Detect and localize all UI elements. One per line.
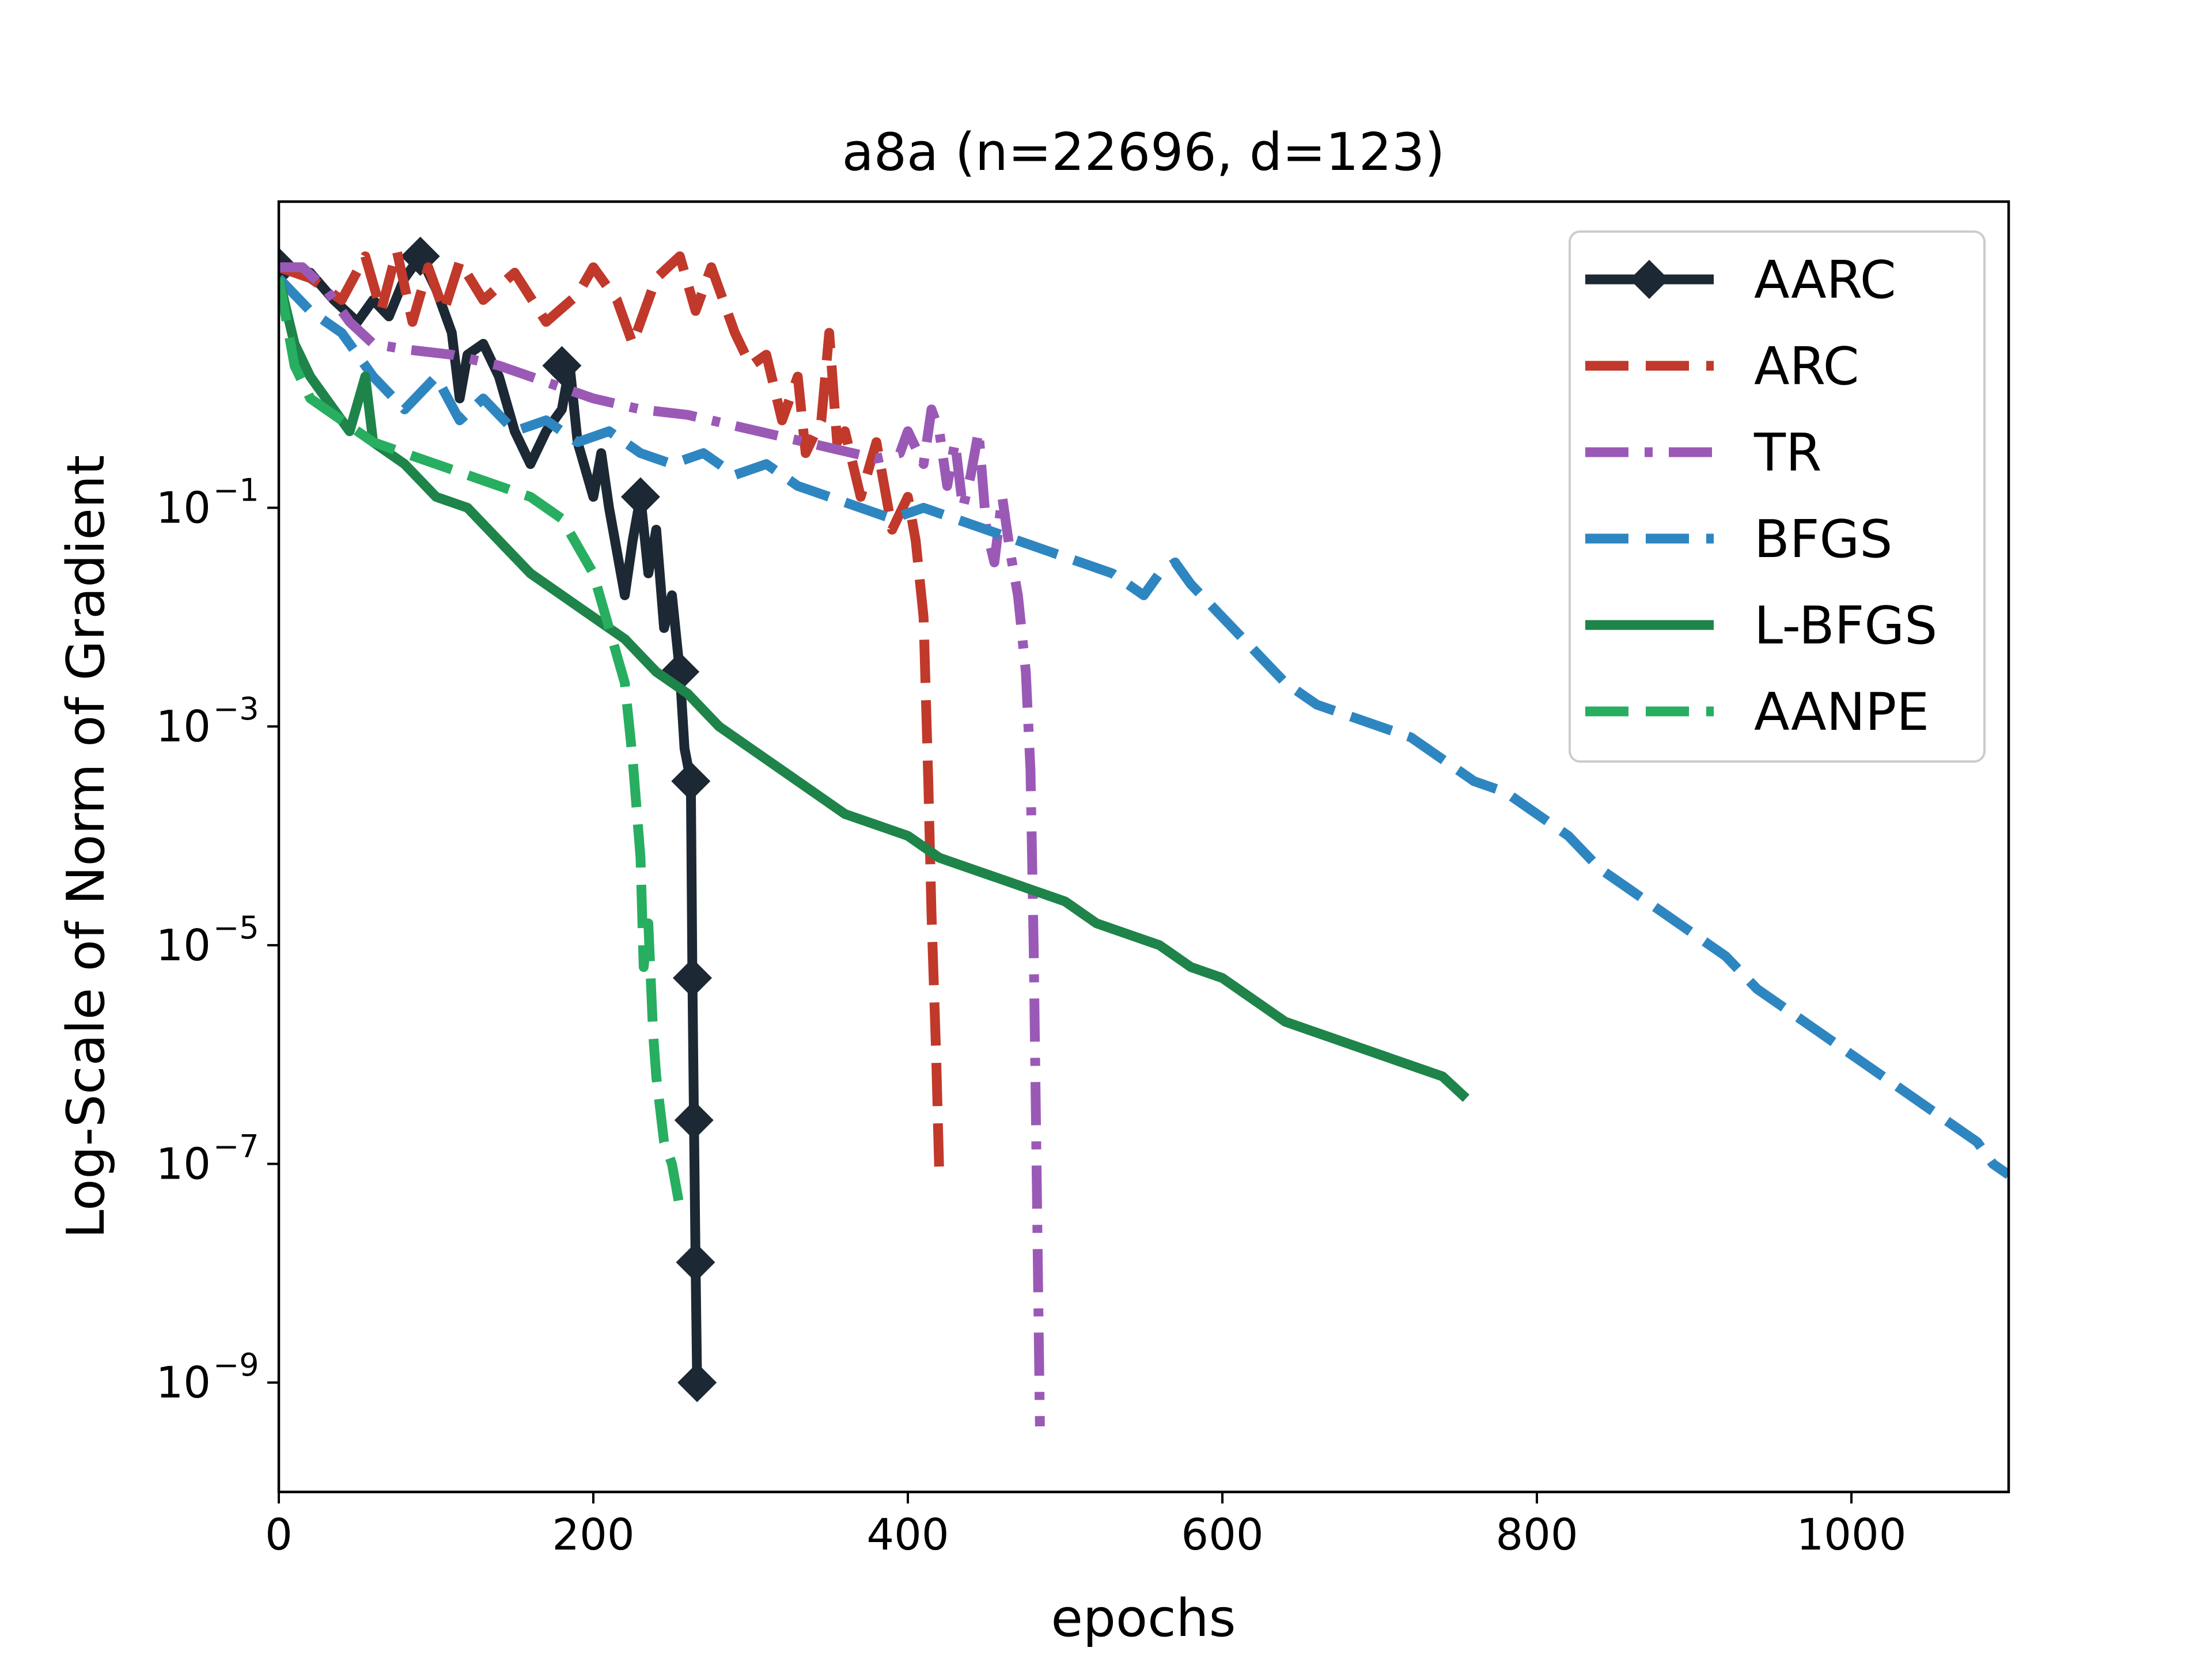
series-line-l-bfgs <box>279 276 1469 1102</box>
series-marker-aarc <box>620 477 660 517</box>
y-tick-label: 10 <box>156 1357 211 1408</box>
legend-marker-aarc <box>1630 260 1669 299</box>
series-marker-aarc <box>674 1100 714 1140</box>
y-tick-label: 10 <box>156 701 211 752</box>
y-tick-exponent: −1 <box>213 472 259 509</box>
x-axis: 0 200 400 600 800 1000 <box>265 1492 1906 1560</box>
series-marker-aarc <box>677 1363 717 1403</box>
legend-label-aarc: AARC <box>1754 250 1896 310</box>
series-marker-aarc <box>672 958 712 998</box>
series-marker-aarc <box>676 1243 715 1282</box>
series-marker-aarc <box>671 762 711 801</box>
plot-area <box>279 236 2009 1427</box>
y-tick-exponent: −5 <box>213 910 259 946</box>
y-tick-exponent: −7 <box>213 1128 259 1165</box>
legend-label-l-bfgs: L-BFGS <box>1754 596 1937 656</box>
legend-label-tr: TR <box>1753 423 1822 483</box>
x-tick-label: 200 <box>552 1509 634 1560</box>
y-axis-title: Log-Scale of Norm of Gradient <box>56 455 116 1239</box>
x-tick-label: 600 <box>1181 1509 1263 1560</box>
series-line-arc <box>279 245 945 1175</box>
series-line-bfgs <box>279 275 2009 1179</box>
y-axis: 10−110−310−510−710−9 <box>156 472 279 1408</box>
x-tick-label: 1000 <box>1797 1509 1907 1560</box>
y-tick-exponent: −3 <box>213 691 259 727</box>
x-tick-label: 800 <box>1495 1509 1578 1560</box>
y-tick-label: 10 <box>156 1139 211 1190</box>
y-tick-label: 10 <box>156 920 211 971</box>
chart-title: a8a (n=22696, d=123) <box>842 122 1445 183</box>
x-tick-label: 400 <box>866 1509 949 1560</box>
series-line-aanpe <box>279 277 685 1209</box>
legend-label-bfgs: BFGS <box>1754 509 1892 570</box>
legend-label-arc: ARC <box>1754 336 1859 397</box>
legend: AARC ARC TR BFGS L-BFGS AANPE <box>1569 230 1986 763</box>
series-group <box>279 236 2009 1427</box>
y-tick-exponent: −9 <box>213 1347 259 1383</box>
x-tick-label: 0 <box>265 1509 293 1560</box>
series-line-tr <box>279 262 1045 1427</box>
series-marker-aarc <box>542 346 582 385</box>
legend-label-aanpe: AANPE <box>1754 682 1929 743</box>
plot-frame <box>277 200 2010 1494</box>
x-axis-title: epochs <box>1051 1588 1236 1649</box>
y-tick-label: 10 <box>156 483 211 533</box>
